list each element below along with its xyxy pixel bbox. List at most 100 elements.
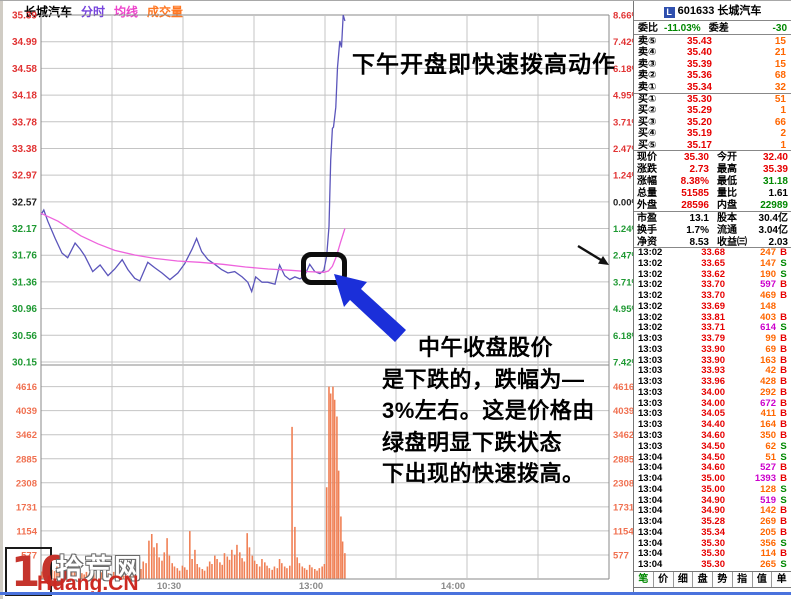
tick-time: 13:03 — [638, 365, 663, 377]
info-value: 28596 — [681, 200, 709, 211]
volume-axis-label-right: 1731 — [613, 502, 635, 513]
logo-number: 10 — [11, 547, 70, 596]
ob-price: 35.29 — [686, 105, 712, 117]
tick-row: 13:03 33.90 163 B — [634, 355, 791, 367]
tick-price: 34.50 — [701, 451, 725, 463]
tick-volume: 356 — [760, 537, 776, 549]
tick-row: 13:04 34.60 527 B — [634, 463, 791, 474]
tick-direction: B — [780, 408, 787, 420]
info-value: 51585 — [681, 188, 709, 199]
info-value: 1.61 — [768, 188, 788, 199]
tick-time: 13:04 — [638, 494, 663, 506]
tick-price: 35.00 — [701, 473, 725, 485]
logo-number-box: 10 — [5, 547, 69, 596]
info-value: 2.73 — [689, 164, 709, 175]
panel-tab-2[interactable]: 价 — [652, 572, 673, 587]
tick-price: 33.96 — [701, 376, 725, 388]
tick-row: 13:04 35.00 128 S — [634, 483, 791, 496]
info-label: 市盈 — [637, 213, 657, 224]
tick-direction: S — [780, 451, 787, 463]
tick-direction: S — [780, 268, 787, 280]
tick-direction: B — [780, 247, 787, 258]
tick-row: 13:03 34.60 350 B — [634, 430, 791, 442]
info-label: 最低 — [717, 176, 737, 187]
annotation-body-line: 绿盘明显下跌状态 — [382, 429, 563, 455]
info-label: 外盘 — [637, 200, 657, 211]
price-axis-label: 31.76 — [12, 251, 37, 262]
info-value: 35.30 — [683, 152, 709, 163]
percent-axis-label: 4.95% — [613, 304, 640, 315]
tick-direction: B — [780, 505, 787, 517]
tick-row: 13:02 33.70 597 B — [634, 280, 791, 291]
tick-volume: 62 — [765, 440, 776, 452]
percent-axis-label: 1.24% — [613, 171, 640, 182]
tick-volume: 164 — [760, 419, 776, 431]
tick-direction: S — [780, 440, 787, 452]
annotation-body-line: 中午收盘股价 — [418, 335, 554, 360]
tick-row: 13:04 35.28 269 B — [634, 516, 791, 528]
tick-price: 34.90 — [701, 494, 725, 506]
tick-price: 34.00 — [701, 397, 725, 409]
tick-row: 13:02 33.68 247 B — [634, 248, 791, 259]
panel-tab-5[interactable]: 势 — [712, 572, 732, 587]
tick-price: 34.60 — [701, 430, 725, 442]
info-row: 换手 1.7% 流通 3.04亿 — [634, 225, 791, 237]
tick-list[interactable]: 13:02 33.68 247 B 13:02 33.65 147 S 13:02 33.62 19… — [634, 247, 791, 570]
panel-tab-1[interactable]: 笔 — [638, 574, 649, 585]
ask-row: 卖⑤ 35.43 15 — [634, 36, 791, 47]
price-axis-label: 34.58 — [12, 64, 37, 75]
info-row: 净资 8.53 收益㈢ 2.03 — [634, 237, 791, 249]
tick-price: 34.60 — [701, 462, 725, 474]
time-axis-label: 10:30 — [157, 581, 181, 592]
volume-axis-label-right: 3462 — [613, 430, 634, 441]
tick-volume: 527 — [760, 462, 776, 474]
annotation-top: 下午开盘即快速拨高动作 — [352, 51, 616, 77]
panel-tab-4[interactable]: 盘 — [692, 572, 712, 587]
tick-price: 33.65 — [701, 257, 725, 269]
price-axis-label: 34.99 — [12, 37, 37, 48]
info-label: 收益㈢ — [717, 237, 747, 248]
tick-price: 35.30 — [701, 548, 725, 560]
price-axis-label: 33.38 — [12, 144, 37, 155]
ob-volume: 32 — [774, 81, 786, 93]
info-label: 涨幅 — [637, 176, 657, 187]
price-axis-label: 32.17 — [12, 224, 37, 235]
tick-time: 13:04 — [638, 526, 663, 538]
panel-tab-6[interactable]: 指 — [731, 572, 752, 587]
tick-time: 13:02 — [638, 257, 663, 269]
tick-time: 13:03 — [638, 343, 663, 355]
tick-time: 13:03 — [638, 333, 663, 345]
panel-tab-7[interactable]: 值 — [751, 572, 772, 587]
tick-time: 13:04 — [638, 451, 663, 463]
tick-time: 13:04 — [638, 473, 663, 485]
tick-price: 34.05 — [701, 408, 725, 420]
weicha-label: 委差 — [708, 23, 729, 34]
info-row: 涨跌 2.73 最高 35.39 — [634, 164, 791, 176]
tick-volume: 265 — [760, 559, 776, 570]
tick-row: 13:04 35.30 265 S — [634, 559, 791, 570]
ob-price: 35.19 — [686, 128, 712, 140]
tick-volume: 114 — [760, 548, 776, 560]
tick-price: 34.90 — [701, 505, 725, 517]
panel-tab-3[interactable]: 细 — [672, 572, 693, 587]
tick-row: 13:02 33.62 190 S — [634, 268, 791, 281]
price-line — [40, 14, 346, 294]
tick-time: 13:02 — [638, 279, 663, 291]
tick-direction: B — [780, 386, 787, 398]
tick-direction: B — [780, 419, 787, 431]
price-axis-label: 32.97 — [12, 171, 37, 182]
tick-row: 13:04 34.90 519 S — [634, 494, 791, 507]
percent-axis-label: 1.24% — [613, 224, 640, 235]
tick-direction: B — [780, 548, 787, 560]
tick-row: 13:03 33.93 42 B — [634, 366, 791, 377]
volume-axis-label-right: 4616 — [613, 382, 634, 393]
tick-direction: S — [780, 322, 787, 334]
info-row: 市盈 13.1 股本 30.4亿 — [634, 213, 791, 225]
price-axis-label: 32.57 — [12, 197, 37, 208]
tick-row: 13:03 34.00 292 B — [634, 386, 791, 399]
panel-tab-8[interactable]: 单 — [771, 572, 791, 587]
info-label: 最高 — [717, 164, 737, 175]
ask-row: 卖① 35.34 32 — [634, 82, 791, 93]
tick-time: 13:04 — [638, 483, 663, 495]
volume-axis-label-left: 1154 — [16, 526, 37, 537]
